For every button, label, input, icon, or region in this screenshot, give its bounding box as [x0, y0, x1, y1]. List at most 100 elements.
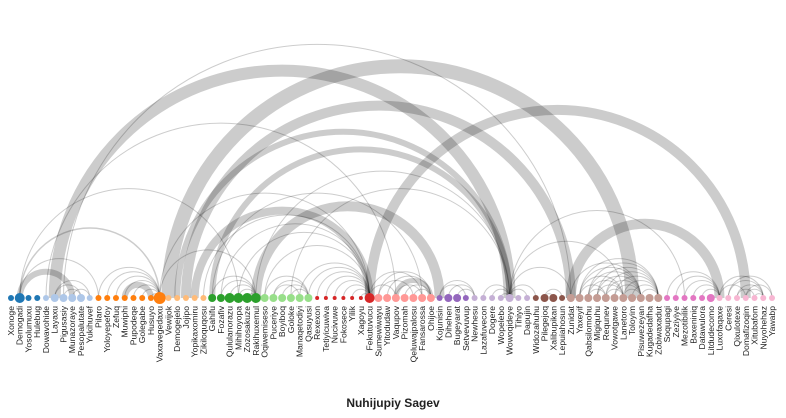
diagram-node — [358, 296, 363, 300]
arc-link — [106, 271, 161, 299]
arc-link — [727, 275, 773, 299]
diagram-node — [559, 295, 566, 301]
node-label: Lanetoro — [618, 306, 628, 340]
node-label: Baxeniniq — [688, 306, 698, 344]
diagram-node — [436, 295, 443, 301]
diagram-node — [25, 295, 32, 301]
diagram-node — [654, 294, 663, 302]
arc-link — [579, 284, 607, 299]
node-label: Munazoraye — [67, 306, 77, 354]
arc-link — [736, 284, 764, 299]
node-label: Pilegejoq — [540, 306, 550, 342]
diagram-node — [315, 296, 320, 300]
node-label: Qeluwajpalosu — [408, 306, 418, 363]
arc-link — [211, 275, 257, 299]
node-label: Nuyohehaz — [758, 306, 768, 349]
node-label: Newhesu — [470, 306, 480, 342]
node-label: Pilaro — [93, 306, 103, 328]
arc-link — [190, 206, 374, 299]
arc-links — [16, 44, 773, 299]
arc-link — [264, 275, 309, 299]
arc-link — [369, 271, 423, 299]
diagram-node — [540, 294, 549, 302]
diagram-node — [489, 295, 496, 301]
arc-link — [377, 271, 432, 299]
diagram-node — [165, 295, 172, 301]
node-label: Pizomah — [400, 306, 410, 340]
diagram-node — [524, 295, 531, 301]
node-label: Litdudecomo — [706, 306, 716, 355]
node-label: Vaxavegedaxu — [155, 306, 165, 362]
diagram-node — [332, 296, 337, 300]
diagram-node — [153, 292, 166, 304]
diagram-node — [374, 294, 383, 302]
arc-link — [579, 275, 624, 299]
arc-link — [18, 227, 161, 299]
node-label: Zeziyiye — [671, 306, 681, 338]
arc-link — [97, 267, 161, 299]
diagram-node — [350, 296, 355, 300]
arc-link — [334, 280, 371, 299]
diagram-node — [323, 296, 328, 300]
arc-link — [115, 275, 161, 299]
arc-link — [587, 262, 659, 299]
arc-link — [264, 245, 371, 299]
arc-link — [161, 59, 640, 299]
arc-link — [54, 284, 82, 299]
diagram-node — [645, 294, 654, 302]
diagram-node — [174, 295, 181, 301]
diagram-node — [34, 295, 41, 301]
arc-link — [684, 280, 721, 299]
diagram-node — [50, 294, 59, 302]
arc-link — [19, 258, 99, 299]
node-label: Rakihuxemul — [251, 306, 261, 356]
node-label: Luxofaqaxe — [715, 306, 725, 351]
diagram-node — [549, 294, 558, 302]
diagram-node — [690, 295, 697, 301]
arc-link — [159, 192, 371, 299]
node-label: Yilik — [347, 305, 357, 321]
arc-link — [509, 210, 686, 299]
arc-link — [62, 44, 572, 299]
diagram-node — [480, 295, 487, 301]
node-label: Golegabe — [137, 306, 147, 343]
node-label: Yitodudaw — [382, 305, 392, 346]
arc-link — [675, 275, 721, 299]
node-label: Xonoge — [6, 306, 16, 336]
node-label: Toloyim — [627, 306, 637, 335]
arc-link — [250, 201, 445, 299]
diagram-node — [716, 295, 723, 301]
diagram-node — [130, 295, 137, 301]
arc-link — [316, 271, 371, 299]
arc-link — [719, 284, 747, 299]
arc-link — [509, 240, 624, 299]
node-label: Lepuiahosun — [557, 306, 567, 355]
diagram-node — [619, 294, 628, 302]
arc-link — [16, 268, 76, 299]
arc-link — [19, 188, 239, 299]
diagram-node — [734, 295, 741, 301]
node-label: Goloke — [286, 306, 296, 333]
node-label: Dogere — [487, 306, 497, 334]
node-label: Qixulotexe — [732, 306, 742, 347]
node-label: Rexexon — [312, 306, 322, 340]
diagram-node — [269, 294, 278, 302]
arc-link — [596, 284, 624, 299]
arc-link — [404, 284, 432, 299]
diagram-node — [260, 294, 269, 302]
node-label: Yukihuvef — [85, 305, 95, 343]
diagram-node — [444, 294, 453, 302]
diagram-node — [471, 295, 478, 301]
node-label: Yopikaxomiru — [190, 306, 200, 357]
diagram-node — [208, 294, 217, 302]
diagram-node — [505, 294, 514, 302]
node-label: Layaxu — [50, 306, 60, 334]
diagram-node — [341, 296, 346, 300]
node-label: Hulebug — [32, 306, 42, 338]
diagram-node — [250, 293, 261, 303]
node-label: Lazafuvecon — [478, 306, 488, 355]
diagram-node — [725, 295, 732, 301]
node-label: Bugeyarat — [452, 305, 462, 345]
node-label: Ohijoe — [426, 306, 436, 331]
arc-link — [395, 284, 423, 299]
